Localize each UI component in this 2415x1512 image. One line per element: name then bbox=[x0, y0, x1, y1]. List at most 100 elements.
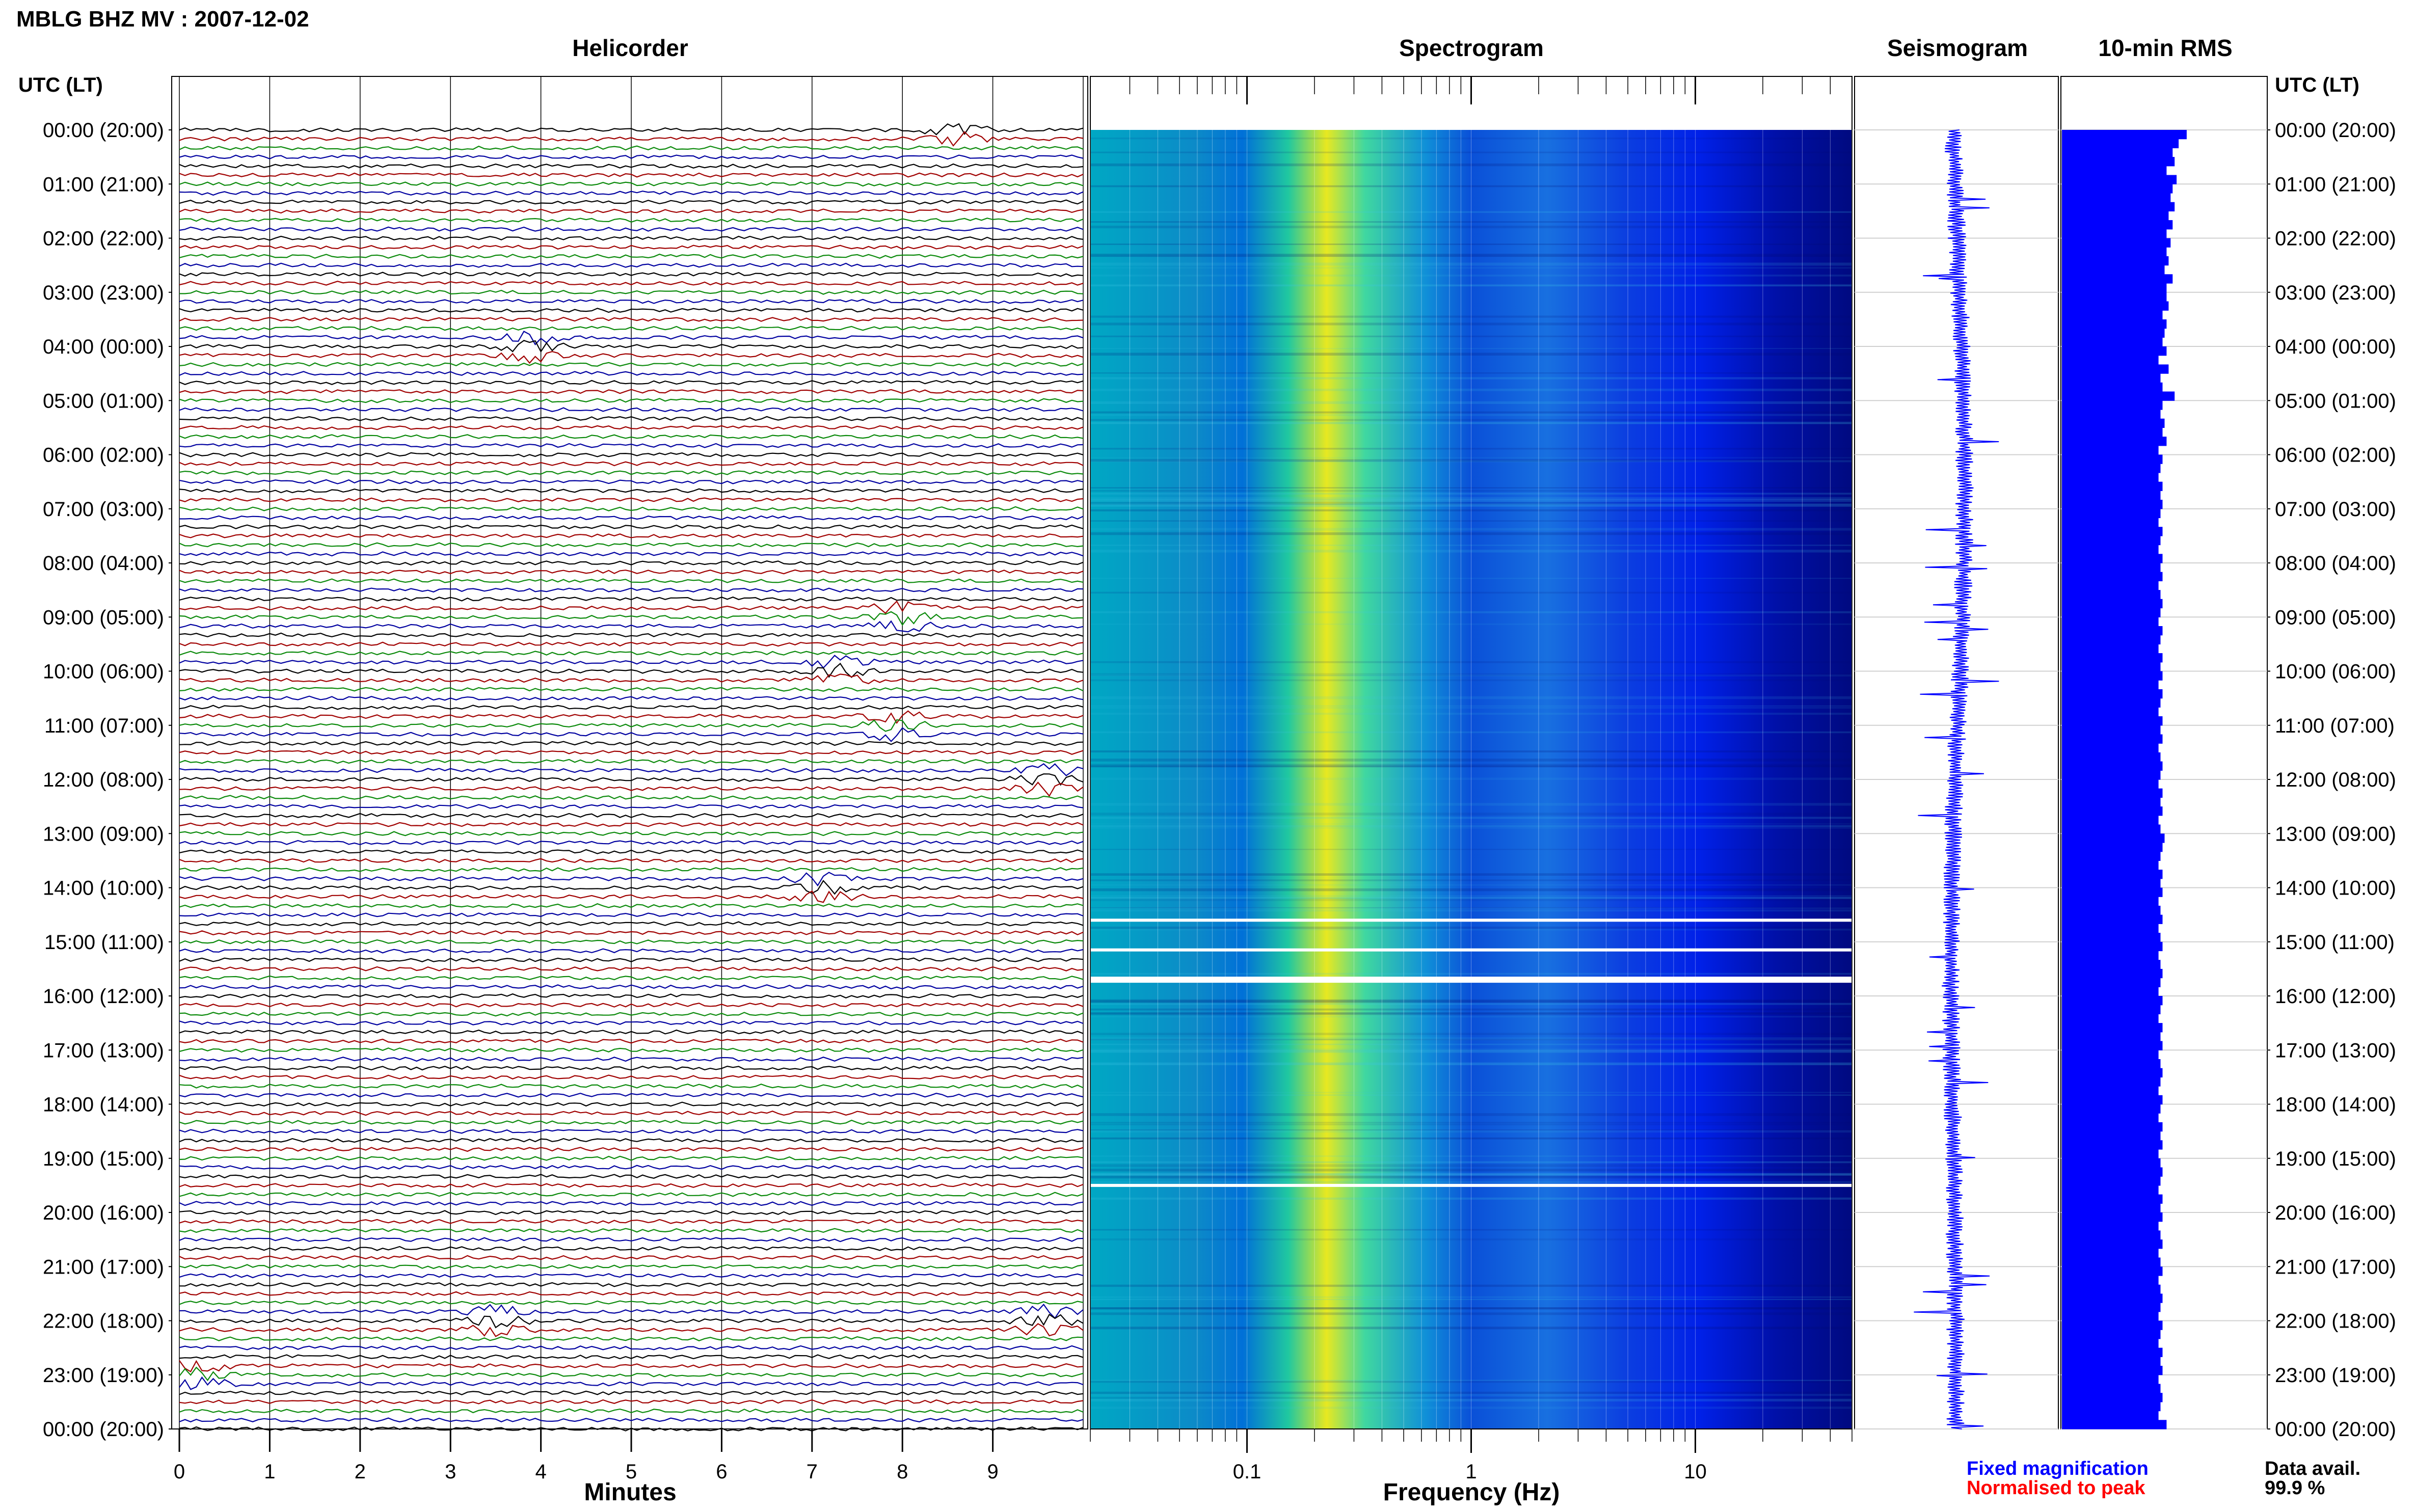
rms-bar bbox=[2062, 716, 2163, 726]
rms-bar bbox=[2062, 1194, 2163, 1204]
helicorder-trace bbox=[179, 804, 1084, 809]
time-label-right: 19:00 (15:00) bbox=[2275, 1148, 2396, 1170]
rms-bar bbox=[2062, 1347, 2163, 1357]
seismogram-panel bbox=[1854, 76, 2059, 1429]
rms-bar bbox=[2062, 1014, 2159, 1023]
time-label-right: 07:00 (03:00) bbox=[2275, 498, 2396, 521]
spectrogram-texture bbox=[1090, 1008, 1852, 1011]
rms-bar bbox=[2062, 1077, 2161, 1087]
helicorder-trace bbox=[179, 872, 1084, 887]
spectrogram-texture bbox=[1090, 973, 1852, 975]
helicorder-trace bbox=[179, 1029, 1084, 1035]
rms-bar bbox=[2062, 1276, 2159, 1285]
time-label-right: 01:00 (21:00) bbox=[2275, 173, 2396, 196]
rms-bar bbox=[2062, 1203, 2161, 1213]
spectrogram-panel: 0.1 1 10 bbox=[1090, 76, 1853, 1483]
rms-bar bbox=[2062, 1284, 2161, 1294]
spectrogram-texture bbox=[1090, 285, 1852, 287]
spectrogram-texture bbox=[1090, 499, 1852, 502]
spectrogram-texture bbox=[1090, 1062, 1852, 1065]
minute-tick-label: 9 bbox=[987, 1461, 998, 1483]
rms-bar bbox=[2062, 914, 2163, 924]
spectrogram-texture bbox=[1090, 926, 1852, 929]
helicorder-trace bbox=[179, 199, 1084, 205]
rms-bar bbox=[2062, 761, 2163, 771]
helicorder-trace bbox=[179, 350, 1084, 364]
rms-bar bbox=[2062, 987, 2159, 996]
rms-bar bbox=[2062, 238, 2171, 248]
helicorder-trace bbox=[179, 930, 1084, 936]
helicorder-trace bbox=[179, 596, 1084, 602]
helicorder-trace bbox=[179, 1119, 1084, 1125]
spectrogram-texture bbox=[1090, 1000, 1852, 1004]
rms-bar bbox=[2062, 843, 2163, 852]
rms-bar bbox=[2062, 1176, 2161, 1186]
rms-bar bbox=[2062, 139, 2179, 148]
spectrogram-texture bbox=[1090, 411, 1852, 414]
time-label-left: 10:00 (06:00) bbox=[43, 661, 164, 683]
helicorder-trace bbox=[179, 655, 1084, 669]
spectrogram-texture bbox=[1090, 503, 1852, 505]
helicorder-trace bbox=[179, 524, 1084, 530]
helicorder-trace bbox=[179, 1155, 1084, 1161]
spectrogram-texture bbox=[1090, 1181, 1852, 1183]
helicorder-trace bbox=[179, 281, 1084, 286]
spectrogram-texture bbox=[1090, 661, 1852, 663]
helicorder-trace bbox=[179, 1303, 1084, 1319]
time-label-left: 06:00 (02:00) bbox=[43, 444, 164, 467]
helicorder-trace bbox=[179, 362, 1084, 367]
spectrogram-texture bbox=[1090, 879, 1852, 881]
rms-bar bbox=[2062, 418, 2165, 428]
spectrogram-texture bbox=[1090, 1296, 1852, 1298]
spectrogram-texture bbox=[1090, 1173, 1852, 1176]
rms-bar bbox=[2062, 1185, 2159, 1195]
time-label-left: 00:00 (20:00) bbox=[43, 1418, 164, 1441]
time-label-left: 01:00 (21:00) bbox=[43, 173, 164, 196]
rms-bar bbox=[2062, 500, 2163, 509]
spectrogram-texture bbox=[1090, 764, 1852, 767]
helicorder-trace bbox=[179, 533, 1084, 538]
helicorder-trace bbox=[179, 763, 1084, 776]
helicorder-trace bbox=[179, 813, 1084, 818]
helicorder-trace bbox=[179, 380, 1084, 385]
spectrogram-gap bbox=[1090, 1183, 1852, 1187]
rms-bar bbox=[2062, 1221, 2159, 1231]
spectrogram-texture bbox=[1090, 674, 1852, 677]
rms-bar bbox=[2062, 671, 2163, 681]
helicorder-trace bbox=[179, 1174, 1084, 1179]
rms-bar bbox=[2062, 617, 2159, 627]
rms-bar bbox=[2062, 175, 2177, 184]
spectrogram-texture bbox=[1090, 1394, 1852, 1396]
spectrogram-texture bbox=[1090, 759, 1852, 762]
rms-bar bbox=[2062, 1420, 2167, 1429]
spectrogram-texture bbox=[1090, 750, 1852, 752]
helicorder-trace bbox=[179, 641, 1084, 647]
spectrogram-texture bbox=[1090, 532, 1852, 535]
minute-tick-label: 5 bbox=[626, 1461, 637, 1483]
spectrogram-texture bbox=[1090, 705, 1852, 707]
rms-bar bbox=[2062, 410, 2161, 419]
helicorder-trace bbox=[179, 181, 1084, 187]
time-label-left: 08:00 (04:00) bbox=[43, 552, 164, 575]
time-label-right: 23:00 (19:00) bbox=[2275, 1364, 2396, 1387]
spectrogram-texture bbox=[1090, 1092, 1852, 1093]
helicorder-trace bbox=[179, 1282, 1084, 1287]
helicorder-trace bbox=[179, 452, 1084, 457]
rms-bar bbox=[2062, 1330, 2161, 1339]
helicorder-trace bbox=[179, 340, 1084, 353]
helicorder-trace bbox=[179, 217, 1084, 223]
helicorder-trace bbox=[179, 569, 1084, 575]
helicorder-trace bbox=[179, 434, 1084, 440]
rms-bar bbox=[2062, 184, 2173, 194]
helicorder-trace bbox=[179, 651, 1084, 656]
time-label-left: 21:00 (17:00) bbox=[43, 1256, 164, 1278]
helicorder-trace bbox=[179, 163, 1084, 169]
helicorder-trace bbox=[179, 831, 1084, 836]
spectrogram-texture bbox=[1090, 765, 1852, 768]
spectrogram-texture bbox=[1090, 731, 1852, 734]
time-labels: 00:00 (20:00) 00:00 (20:00) 01:00 (21:00) 0… bbox=[43, 119, 2396, 1441]
spectrogram-texture bbox=[1090, 1299, 1852, 1300]
rms-bar bbox=[2062, 157, 2175, 167]
time-label-left: 12:00 (08:00) bbox=[43, 769, 164, 791]
helicorder-trace bbox=[179, 1056, 1084, 1062]
